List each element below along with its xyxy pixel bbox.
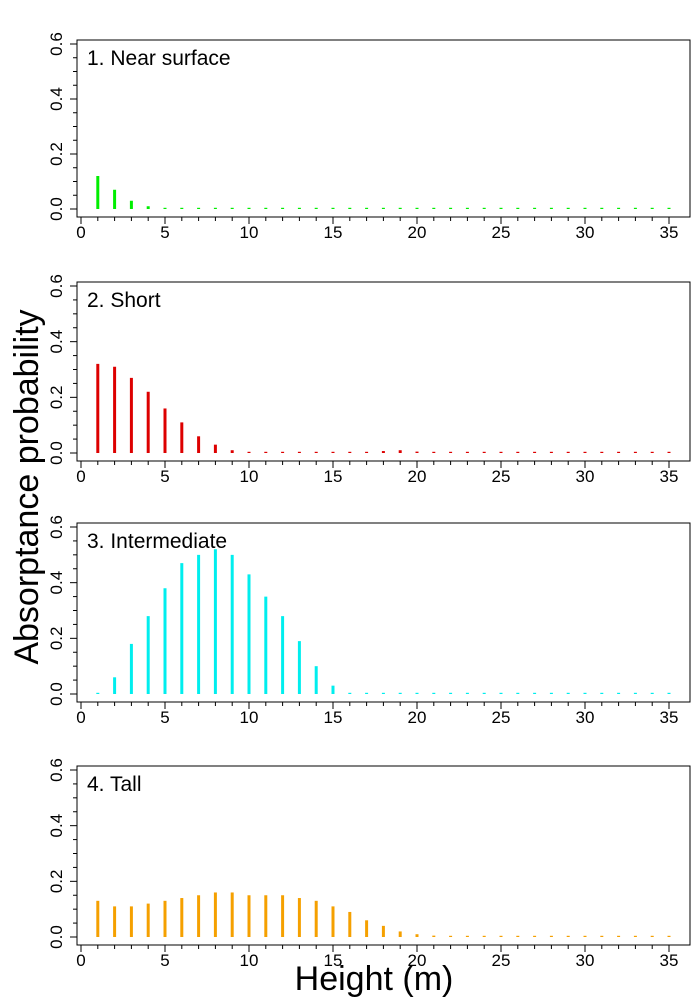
- x-axis-label: Height (m): [295, 960, 454, 998]
- panel-title: 3. Intermediate: [87, 530, 227, 553]
- x-tick-label: 15: [324, 708, 343, 727]
- panel-title: 2. Short: [87, 289, 161, 312]
- x-tick-label: 20: [408, 951, 427, 970]
- x-tick-label: 30: [576, 951, 595, 970]
- x-tick-label: 5: [160, 467, 169, 486]
- y-tick-label: 0.0: [47, 197, 66, 221]
- x-tick-label: 25: [492, 467, 511, 486]
- x-tick-label: 25: [492, 708, 511, 727]
- x-tick-label: 25: [492, 223, 511, 242]
- x-tick-label: 5: [160, 223, 169, 242]
- panel-2: 2. Short 0 5 10 15 20 25 30 35 0.0 0.2 0.4 0.6: [47, 274, 691, 486]
- x-tick-label: 20: [408, 223, 427, 242]
- x-tick-label: 0: [76, 467, 85, 486]
- x-tick-label: 35: [660, 708, 679, 727]
- x-tick-label: 25: [492, 951, 511, 970]
- x-tick-label: 10: [240, 951, 259, 970]
- x-tick-label: 35: [660, 951, 679, 970]
- panel-4: 4. Tall 0 5 10 15 20 25 30 35 0.0 0.2 0.4 0.6: [47, 758, 691, 970]
- panel-title: 1. Near surface: [87, 47, 231, 70]
- y-tick-label: 0.6: [47, 32, 66, 56]
- panels: 1. Near surface 0 5 10 15 20 25 30 35 0.0 0.2 0.4 0.…: [47, 32, 691, 970]
- panel-title: 4. Tall: [87, 773, 141, 796]
- y-tick-label: 0.4: [47, 571, 66, 595]
- x-tick-label: 0: [76, 708, 85, 727]
- y-tick-label: 0.2: [47, 386, 66, 410]
- panel-frame: [76, 765, 691, 946]
- x-tick-label: 0: [76, 223, 85, 242]
- panel-3: 3. Intermediate 0 5 10 15 20 25 30 35 0.0 0.2 0.4 0.…: [47, 515, 691, 727]
- y-tick-label: 0.2: [47, 142, 66, 166]
- x-tick-label: 30: [576, 708, 595, 727]
- panel-frame: [76, 281, 691, 462]
- x-tick-label: 0: [76, 951, 85, 970]
- x-tick-label: 20: [408, 708, 427, 727]
- x-tick-label: 35: [660, 223, 679, 242]
- y-axis-label: Absorptance probability: [8, 309, 46, 664]
- x-tick-label: 15: [324, 951, 343, 970]
- y-tick-label: 0.6: [47, 515, 66, 539]
- x-tick-label: 5: [160, 708, 169, 727]
- y-tick-label: 0.0: [47, 925, 66, 949]
- x-tick-label: 20: [408, 467, 427, 486]
- x-tick-label: 30: [576, 223, 595, 242]
- y-tick-label: 0.4: [47, 814, 66, 838]
- x-tick-label: 10: [240, 467, 259, 486]
- y-tick-label: 0.2: [47, 627, 66, 651]
- x-tick-label: 30: [576, 467, 595, 486]
- y-tick-label: 0.2: [47, 870, 66, 894]
- panel-1: 1. Near surface 0 5 10 15 20 25 30 35 0.0 0.2 0.4 0.…: [47, 32, 691, 242]
- x-tick-label: 35: [660, 467, 679, 486]
- x-tick-label: 5: [160, 951, 169, 970]
- x-tick-label: 10: [240, 223, 259, 242]
- x-tick-label: 10: [240, 708, 259, 727]
- y-tick-label: 0.6: [47, 274, 66, 298]
- y-tick-label: 0.6: [47, 758, 66, 782]
- y-tick-label: 0.0: [47, 441, 66, 465]
- y-tick-label: 0.4: [47, 87, 66, 111]
- y-tick-label: 0.0: [47, 682, 66, 706]
- x-tick-label: 15: [324, 223, 343, 242]
- y-tick-label: 0.4: [47, 330, 66, 354]
- x-tick-label: 15: [324, 467, 343, 486]
